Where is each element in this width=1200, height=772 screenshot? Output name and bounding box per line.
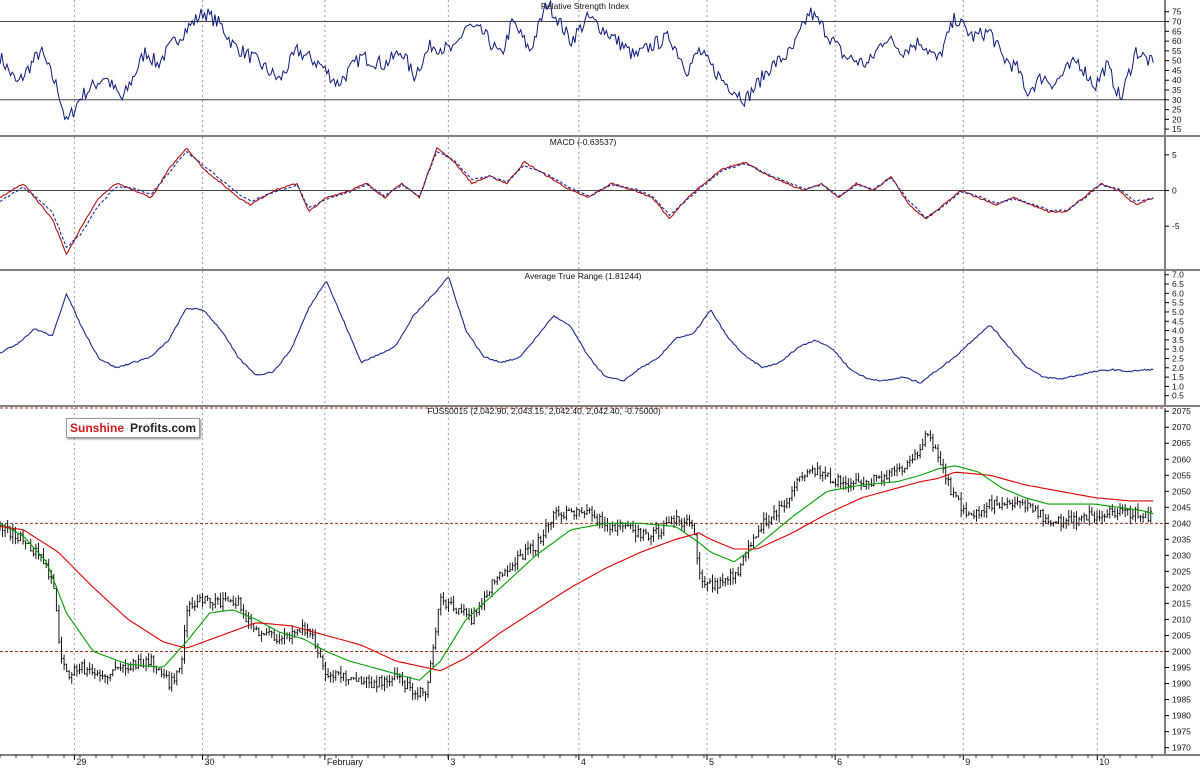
x-tick-label-1: 30 (205, 757, 215, 767)
rsi-y-tick-label-10: 30 (1172, 95, 1182, 105)
rsi-y-tick-label-13: 15 (1172, 124, 1182, 134)
atr-y-tick-label-9: 2.5 (1172, 353, 1184, 363)
price-ma-line-0 (0, 465, 1154, 681)
price-y-tick-label-3: 2060 (1172, 454, 1191, 464)
atr-y-tick-label-12: 1.0 (1172, 381, 1184, 391)
x-tick-label-0: 29 (76, 757, 86, 767)
atr-y-tick-label-2: 6.0 (1172, 288, 1184, 298)
rsi-y-tick-label-2: 70 (1172, 17, 1182, 27)
price-y-tick-label-4: 2055 (1172, 470, 1191, 480)
atr-series-line-0 (0, 277, 1154, 384)
price-y-tick-label-0: 2075 (1172, 406, 1191, 416)
x-tick-label-4: 4 (581, 757, 586, 767)
price-y-tick-label-13: 2010 (1172, 614, 1191, 624)
price-y-tick-label-19: 1980 (1172, 711, 1191, 721)
rsi-y-tick-label-5: 55 (1172, 46, 1182, 56)
price-y-tick-label-12: 2015 (1172, 598, 1191, 608)
price-y-tick-label-15: 2000 (1172, 646, 1191, 656)
rsi-y-tick-label-12: 20 (1172, 114, 1182, 124)
rsi-y-tick-label-4: 60 (1172, 36, 1182, 46)
rsi-y-tick-label-6: 50 (1172, 56, 1182, 66)
rsi-y-tick-label-8: 40 (1172, 75, 1182, 85)
atr-y-tick-label-0: 7.0 (1172, 270, 1184, 280)
price-y-tick-label-20: 1975 (1172, 727, 1191, 737)
price-ma-line-1 (0, 471, 1154, 672)
rsi-panel-title: Relative Strength Index (541, 1, 630, 11)
price-y-tick-label-18: 1985 (1172, 695, 1191, 705)
macd-y-tick-label-2: -5 (1172, 221, 1180, 231)
macd-series-line-0 (0, 146, 1154, 256)
atr-y-tick-label-13: 0.5 (1172, 391, 1184, 401)
rsi-y-tick-label-1: 75 (1172, 7, 1182, 17)
macd-panel-title: MACD (-0.63537) (550, 137, 617, 147)
atr-y-tick-label-10: 2.0 (1172, 363, 1184, 373)
atr-y-tick-label-5: 4.5 (1172, 316, 1184, 326)
price-y-tick-label-21: 1970 (1172, 743, 1191, 753)
price-y-tick-label-5: 2050 (1172, 486, 1191, 496)
atr-y-tick-label-3: 5.5 (1172, 298, 1184, 308)
logo-text-sunshine: Sunshine (70, 421, 125, 435)
atr-y-tick-label-4: 5.0 (1172, 307, 1184, 317)
x-tick-label-5: 5 (709, 757, 714, 767)
atr-y-tick-label-1: 6.5 (1172, 279, 1184, 289)
price-candles (0, 430, 1152, 702)
price-y-tick-label-11: 2020 (1172, 582, 1191, 592)
sunshine-profits-logo: Sunshine Profits.com (66, 418, 201, 438)
atr-panel-title: Average True Range (1.81244) (524, 271, 641, 281)
logo-text-profits: Profits.com (130, 421, 197, 435)
macd-series-line-1 (0, 150, 1154, 249)
x-tick-label-8: 10 (1099, 757, 1109, 767)
price-y-tick-label-1: 2070 (1172, 422, 1191, 432)
atr-y-tick-label-6: 4.0 (1172, 326, 1184, 336)
x-tick-label-3: 3 (450, 757, 455, 767)
price-y-tick-label-10: 2025 (1172, 566, 1191, 576)
atr-y-tick-label-7: 3.5 (1172, 335, 1184, 345)
price-y-tick-label-8: 2035 (1172, 534, 1191, 544)
x-tick-label-2: February (327, 757, 364, 767)
price-y-tick-label-16: 1995 (1172, 663, 1191, 673)
rsi-y-tick-label-7: 45 (1172, 65, 1182, 75)
rsi-y-tick-label-9: 35 (1172, 85, 1182, 95)
price-y-tick-label-14: 2005 (1172, 630, 1191, 640)
price-y-tick-label-6: 2045 (1172, 502, 1191, 512)
price-y-tick-label-2: 2065 (1172, 438, 1191, 448)
macd-y-tick-label-0: 5 (1172, 150, 1177, 160)
x-tick-label-7: 9 (965, 757, 970, 767)
atr-y-tick-label-8: 3.0 (1172, 344, 1184, 354)
x-tick-label-6: 6 (837, 757, 842, 767)
price-panel-title: FUS50015 (2,042.90, 2,043.15, 2,042.40, … (427, 406, 661, 416)
price-y-tick-label-7: 2040 (1172, 518, 1191, 528)
price-y-tick-label-9: 2030 (1172, 550, 1191, 560)
price-y-tick-label-17: 1990 (1172, 679, 1191, 689)
rsi-y-tick-label-3: 65 (1172, 26, 1182, 36)
atr-y-tick-label-11: 1.5 (1172, 372, 1184, 382)
rsi-y-tick-label-11: 25 (1172, 105, 1182, 115)
rsi-series-line-0 (0, 0, 1154, 121)
macd-y-tick-label-1: 0 (1172, 186, 1177, 196)
